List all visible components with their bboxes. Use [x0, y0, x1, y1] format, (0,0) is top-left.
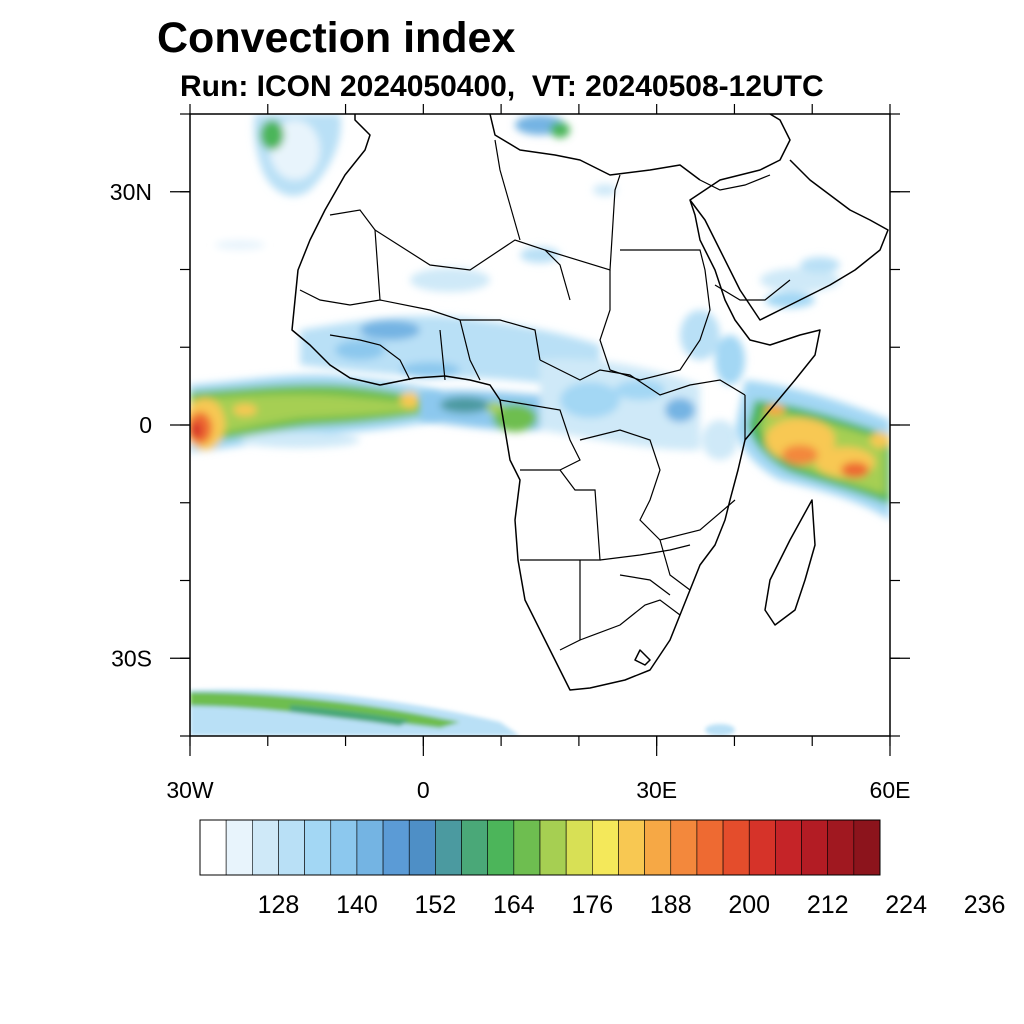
colorbar-label: 128: [258, 891, 300, 919]
colorbar-swatch: [801, 819, 828, 876]
colorbar-swatch: [592, 819, 619, 876]
colorbar-label: 188: [650, 891, 692, 919]
colorbar-label: 224: [885, 891, 927, 919]
colorbar-labels: 128 140 152 164 176 188 200 212 224 236: [258, 891, 1006, 919]
lon-tick-label: 60E: [870, 777, 911, 803]
country-borders: [299, 139, 791, 651]
colorbar-label: 236: [964, 891, 1006, 919]
colorbar-label: 200: [728, 891, 770, 919]
colorbar-label: 212: [807, 891, 849, 919]
colorbar-swatch: [670, 819, 698, 876]
colorbar-label: 140: [336, 891, 378, 919]
colorbar-label: 176: [571, 891, 613, 919]
map-title: Convection index: [157, 14, 516, 62]
colorbar-swatch: [461, 819, 488, 876]
axis-labels: 30W 0 30E 60E 30N 0 30S: [110, 179, 911, 803]
colorbar-swatch: [252, 819, 279, 876]
colorbar-swatch: [618, 819, 645, 876]
map-subtitle: Run: ICON 2024050400, VT: 20240508-12UTC: [180, 70, 824, 103]
colorbar-swatch: [225, 819, 253, 876]
colorbar-swatch: [644, 819, 672, 876]
colorbar-swatch: [487, 819, 515, 876]
colorbar-swatch: [722, 819, 750, 876]
colorbar: [199, 819, 881, 876]
colorbar-swatch: [330, 819, 358, 876]
colorbar-swatch: [356, 819, 384, 876]
colorbar-swatch: [382, 819, 410, 876]
colorbar-swatch: [513, 819, 541, 876]
lat-tick-label: 30N: [110, 179, 152, 205]
colorbar-swatch: [304, 819, 332, 876]
colorbar-swatch: [696, 819, 724, 876]
lon-tick-label: 30W: [166, 777, 214, 803]
colorbar-swatch: [278, 819, 305, 876]
colorbar-swatch: [435, 819, 462, 876]
lon-tick-label: 0: [417, 777, 430, 803]
colorbar-swatch: [775, 819, 802, 876]
colorbar-outline: [199, 819, 881, 876]
axis-ticks: [170, 104, 910, 756]
colorbar-label: 164: [493, 891, 535, 919]
lon-tick-label: 30E: [636, 777, 677, 803]
convection-field: [190, 114, 890, 736]
colorbar-swatch: [827, 819, 855, 876]
colorbar-swatch: [539, 819, 567, 876]
colorbar-swatch: [565, 819, 593, 876]
colorbar-label: 152: [415, 891, 457, 919]
colorbar-swatch: [748, 819, 776, 876]
colorbar-swatch: [199, 819, 227, 876]
coastlines: [291, 114, 889, 691]
lat-tick-label: 0: [139, 412, 152, 438]
lat-tick-label: 30S: [111, 645, 152, 671]
colorbar-swatch: [408, 819, 436, 876]
colorbar-swatch: [853, 819, 881, 876]
